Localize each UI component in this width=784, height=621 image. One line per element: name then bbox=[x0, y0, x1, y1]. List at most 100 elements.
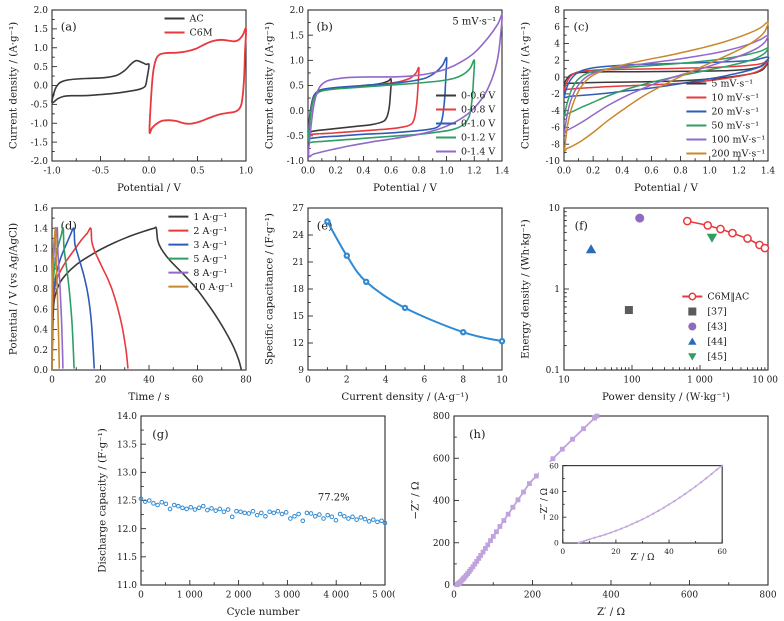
svg-text:0.2: 0.2 bbox=[34, 346, 48, 356]
svg-text:-10: -10 bbox=[546, 157, 561, 167]
svg-text:2: 2 bbox=[554, 56, 560, 66]
svg-text:12.0: 12.0 bbox=[117, 525, 137, 535]
svg-text:(h): (h) bbox=[469, 427, 485, 441]
svg-text:0: 0 bbox=[554, 73, 560, 83]
svg-text:21: 21 bbox=[293, 258, 304, 268]
svg-text:60: 60 bbox=[717, 547, 727, 556]
svg-text:AC: AC bbox=[189, 14, 204, 25]
svg-text:0.0: 0.0 bbox=[34, 366, 49, 376]
svg-text:Energy density / (Wh·kg⁻¹): Energy density / (Wh·kg⁻¹) bbox=[520, 219, 532, 359]
svg-text:24: 24 bbox=[293, 231, 305, 241]
svg-text:[37]: [37] bbox=[707, 307, 727, 318]
svg-text:-0.5: -0.5 bbox=[31, 101, 49, 111]
chart-svg-f: 10 100 1 000 10 000 0.1 1 10 Power density / (W… bbox=[518, 200, 784, 403]
chart-svg-b: 0.0 0.2 0.4 0.6 0.8 1.0 1.2 1.4 -1.0 -0.5 0.0 0.5 1.… bbox=[262, 2, 512, 194]
svg-text:0.4: 0.4 bbox=[34, 326, 49, 336]
svg-text:1 000: 1 000 bbox=[687, 376, 713, 386]
svg-text:1: 1 bbox=[554, 285, 560, 295]
svg-text:-2: -2 bbox=[551, 90, 560, 100]
svg-text:0: 0 bbox=[305, 376, 311, 386]
chart-svg-d: 0 20 40 60 80 0.0 0.2 0.4 0.6 0.8 1.0 1.2 1.4 1.6 Time… bbox=[6, 200, 256, 403]
svg-text:-1.0: -1.0 bbox=[31, 119, 49, 129]
svg-text:[45]: [45] bbox=[707, 352, 727, 363]
svg-text:18: 18 bbox=[293, 285, 305, 295]
svg-text:1.6: 1.6 bbox=[34, 204, 49, 214]
svg-text:(c): (c) bbox=[574, 20, 589, 34]
svg-text:-0.5: -0.5 bbox=[92, 167, 110, 177]
svg-text:100 mV·s⁻¹: 100 mV·s⁻¹ bbox=[711, 135, 765, 146]
chart-svg-c: 0.0 0.2 0.4 0.6 0.8 1.0 1.2 1.4 -10 -8 -6 -4 -2 0 2 4 6 8… bbox=[518, 2, 778, 194]
svg-text:0.0: 0.0 bbox=[301, 167, 316, 177]
svg-text:0-0.6 V: 0-0.6 V bbox=[461, 91, 495, 102]
svg-text:0.0: 0.0 bbox=[142, 167, 157, 177]
svg-text:Potential / V: Potential / V bbox=[634, 182, 698, 194]
svg-text:-2.0: -2.0 bbox=[31, 157, 49, 167]
svg-text:2 000: 2 000 bbox=[226, 591, 252, 601]
panel-d-gcd-curves: 0 20 40 60 80 0.0 0.2 0.4 0.6 0.8 1.0 1.2 1.4 1.6 Time… bbox=[6, 200, 256, 403]
svg-text:10 000: 10 000 bbox=[752, 376, 778, 386]
svg-text:1.0: 1.0 bbox=[34, 265, 49, 275]
svg-text:10: 10 bbox=[558, 376, 570, 386]
svg-text:2 A·g⁻¹: 2 A·g⁻¹ bbox=[193, 226, 227, 237]
svg-text:-1.0: -1.0 bbox=[287, 157, 305, 167]
svg-text:40: 40 bbox=[664, 547, 674, 556]
svg-text:10: 10 bbox=[496, 376, 508, 386]
svg-text:800: 800 bbox=[433, 412, 450, 422]
svg-text:Cycle number: Cycle number bbox=[227, 606, 300, 618]
svg-text:2.0: 2.0 bbox=[34, 6, 49, 16]
svg-text:−Z″ / Ω: −Z″ / Ω bbox=[410, 481, 422, 519]
svg-text:0: 0 bbox=[554, 539, 559, 548]
svg-text:0: 0 bbox=[49, 376, 55, 386]
svg-text:5 000: 5 000 bbox=[372, 591, 395, 601]
svg-text:27: 27 bbox=[293, 204, 305, 214]
svg-text:6: 6 bbox=[422, 376, 428, 386]
svg-text:(f): (f) bbox=[575, 218, 588, 232]
svg-text:8: 8 bbox=[554, 6, 560, 16]
svg-text:8 A·g⁻¹: 8 A·g⁻¹ bbox=[193, 268, 227, 279]
svg-text:(b): (b) bbox=[316, 20, 332, 34]
svg-text:13.5: 13.5 bbox=[117, 440, 137, 450]
svg-text:0.0: 0.0 bbox=[557, 167, 572, 177]
svg-text:0.2: 0.2 bbox=[586, 167, 600, 177]
chart-svg-g: 0 1 000 2 000 3 000 4 000 5 000 11.0 11.5 12.0 12… bbox=[95, 408, 398, 618]
svg-text:600: 600 bbox=[433, 454, 450, 464]
svg-text:(g): (g) bbox=[152, 427, 168, 441]
svg-text:600: 600 bbox=[681, 591, 698, 601]
svg-text:40: 40 bbox=[549, 487, 559, 496]
svg-text:1.2: 1.2 bbox=[732, 167, 746, 177]
svg-text:3 000: 3 000 bbox=[275, 591, 301, 601]
panel-e-rate-capability: 0 2 4 6 8 10 9 12 15 18 21 24 27 Current density / (A… bbox=[262, 200, 512, 403]
svg-text:200 mV·s⁻¹: 200 mV·s⁻¹ bbox=[711, 149, 765, 160]
svg-text:1.2: 1.2 bbox=[34, 245, 48, 255]
svg-text:1 A·g⁻¹: 1 A·g⁻¹ bbox=[193, 212, 227, 223]
svg-text:9: 9 bbox=[298, 366, 304, 376]
svg-text:77.2%: 77.2% bbox=[318, 492, 350, 503]
svg-text:0.8: 0.8 bbox=[673, 167, 688, 177]
svg-text:0-0.8 V: 0-0.8 V bbox=[461, 105, 495, 116]
svg-text:2: 2 bbox=[344, 376, 350, 386]
svg-text:10: 10 bbox=[549, 204, 561, 214]
svg-text:40: 40 bbox=[143, 376, 155, 386]
svg-text:12: 12 bbox=[293, 339, 304, 349]
svg-text:−Z″ / Ω: −Z″ / Ω bbox=[540, 488, 550, 521]
svg-text:[44]: [44] bbox=[707, 337, 727, 348]
svg-text:Time / s: Time / s bbox=[128, 391, 169, 403]
svg-text:Power density / (W·kg⁻¹): Power density / (W·kg⁻¹) bbox=[602, 391, 730, 403]
svg-text:0.2: 0.2 bbox=[329, 167, 343, 177]
svg-text:(a): (a) bbox=[61, 20, 77, 34]
svg-text:5 mV·s⁻¹: 5 mV·s⁻¹ bbox=[452, 17, 496, 28]
svg-text:2.0: 2.0 bbox=[290, 6, 305, 16]
svg-text:Potential / V: Potential / V bbox=[117, 182, 181, 194]
svg-text:200: 200 bbox=[524, 591, 541, 601]
svg-text:20: 20 bbox=[549, 513, 559, 522]
svg-text:0: 0 bbox=[138, 591, 144, 601]
panel-c-cv-scan-rates: 0.0 0.2 0.4 0.6 0.8 1.0 1.2 1.4 -10 -8 -6 -4 -2 0 2 4 6 8… bbox=[518, 2, 778, 194]
svg-text:Specific capacitance / (F·g⁻¹): Specific capacitance / (F·g⁻¹) bbox=[264, 213, 276, 365]
svg-text:Current density / (A·g⁻¹): Current density / (A·g⁻¹) bbox=[341, 391, 468, 403]
svg-text:60: 60 bbox=[192, 376, 204, 386]
panel-a-cv-ac-vs-c6m: -1.0 -0.5 0.0 0.5 1.0 -2.0 -1.5 -1.0 -0.5 0.0 0.5 1… bbox=[6, 2, 256, 194]
svg-text:0.0: 0.0 bbox=[290, 107, 305, 117]
panel-f-ragone-plot: 10 100 1 000 10 000 0.1 1 10 Power density / (W… bbox=[518, 200, 784, 403]
